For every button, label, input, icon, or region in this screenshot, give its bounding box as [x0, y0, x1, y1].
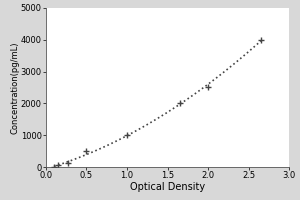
- X-axis label: Optical Density: Optical Density: [130, 182, 205, 192]
- Y-axis label: Concentration(pg/mL): Concentration(pg/mL): [10, 41, 19, 134]
